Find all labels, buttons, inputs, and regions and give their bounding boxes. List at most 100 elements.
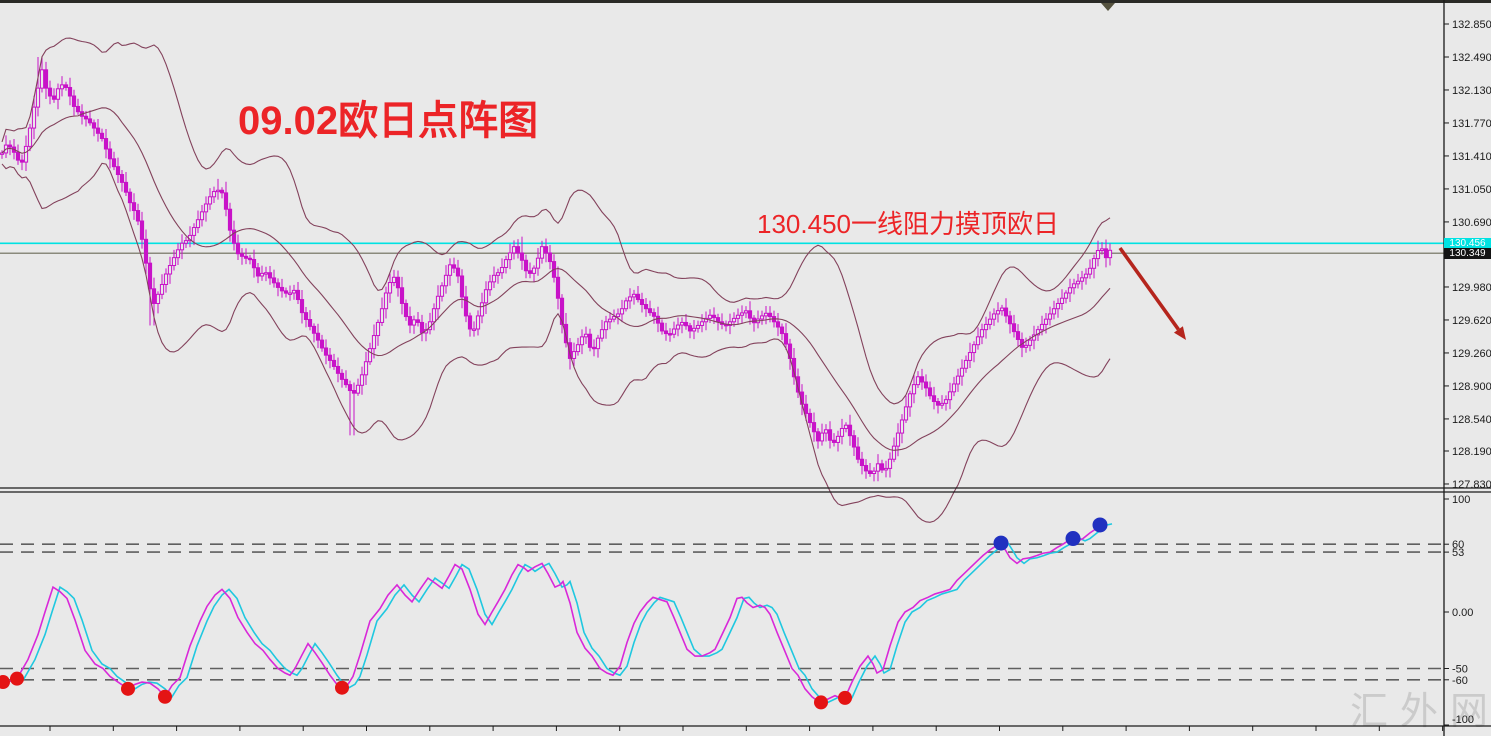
candle-body — [387, 282, 393, 294]
candle-body — [895, 432, 901, 447]
candle-body — [431, 308, 437, 323]
candle-body — [615, 313, 621, 318]
candle-body — [223, 192, 229, 210]
candle-body — [467, 315, 473, 330]
candle-body — [39, 69, 45, 89]
chart-title-annotation[interactable]: 09.02欧日点阵图 — [238, 99, 539, 143]
price-tick-label: 129.620 — [1452, 315, 1491, 327]
candle-body — [1083, 273, 1089, 279]
candle-body — [967, 352, 973, 361]
candle-body — [807, 412, 813, 424]
price-tick-label: 131.770 — [1452, 118, 1491, 130]
candle-body — [827, 429, 833, 441]
candle-body — [715, 317, 721, 323]
candle-body — [455, 267, 461, 277]
candle-body — [443, 274, 449, 287]
candle-body — [583, 333, 589, 338]
candle-body — [795, 376, 801, 393]
candle-body — [503, 259, 509, 268]
candle-body — [611, 316, 617, 320]
overbought-dot — [993, 535, 1009, 551]
candle-body — [707, 314, 713, 319]
candle-body — [859, 458, 865, 467]
candle-body — [227, 208, 233, 231]
candle-body — [15, 151, 21, 161]
candle-body — [163, 273, 169, 285]
candle-body — [607, 318, 613, 323]
candle-body — [759, 315, 765, 320]
candle-body — [939, 402, 945, 406]
candle-body — [599, 329, 605, 339]
candle-body — [635, 293, 641, 301]
candle-body — [775, 321, 781, 328]
candle-body — [403, 302, 409, 318]
candle-body — [307, 319, 313, 327]
candle-body — [275, 282, 281, 288]
oscillator-signal-line — [6, 523, 1113, 704]
price-tick-label: 131.050 — [1452, 184, 1491, 196]
indicator-axis-label: 100 — [1452, 494, 1470, 506]
candle-body — [199, 211, 205, 221]
candle-body — [483, 289, 489, 304]
oversold-dot — [158, 689, 172, 704]
indicator-axis-label: 0.00 — [1452, 607, 1473, 619]
candle-body — [203, 203, 209, 213]
candle-body — [1079, 277, 1085, 282]
candle-body — [1063, 292, 1069, 299]
price-tick-label: 131.410 — [1452, 151, 1491, 163]
candle-body — [671, 328, 677, 335]
candle-body — [779, 326, 785, 335]
candle-body — [579, 336, 585, 346]
candle-body — [219, 189, 225, 194]
candle-body — [67, 86, 73, 97]
price-tick-label: 128.190 — [1452, 446, 1491, 458]
candle-body — [183, 240, 189, 244]
candle-body — [991, 313, 997, 320]
candle-body — [1011, 323, 1017, 333]
candle-body — [999, 307, 1005, 312]
candle-body — [519, 252, 525, 261]
candle-body — [847, 424, 853, 437]
down-arrow-annotation[interactable] — [1118, 246, 1186, 340]
candle-body — [587, 333, 593, 348]
candle-body — [655, 315, 661, 324]
candle-body — [31, 106, 37, 129]
candle-body — [135, 210, 141, 222]
candle-body — [43, 69, 49, 89]
candle-body — [419, 321, 425, 334]
candle-body — [391, 276, 397, 284]
oversold-dot — [335, 680, 349, 695]
main-price-panel[interactable] — [0, 3, 1444, 523]
candle-body — [459, 275, 465, 298]
candle-body — [683, 321, 689, 327]
candle-body — [347, 384, 353, 392]
candle-body — [679, 321, 685, 326]
candle-body — [523, 259, 529, 272]
candle-body — [1035, 329, 1041, 336]
arrow-head-icon — [1173, 326, 1186, 340]
candle-body — [595, 337, 601, 350]
resistance-annotation[interactable]: 130.450一线阻力摸顶欧日 — [757, 209, 1059, 239]
candle-body — [1091, 258, 1097, 269]
candle-body — [71, 95, 77, 107]
candle-body — [803, 403, 809, 414]
candle-body — [303, 312, 309, 321]
candle-body — [575, 344, 581, 353]
candle-body — [883, 467, 889, 471]
candle-body — [363, 361, 369, 376]
candle-body — [1087, 267, 1093, 275]
candle-body — [871, 470, 877, 475]
candle-body — [891, 445, 897, 460]
candle-body — [543, 246, 549, 254]
candle-body — [867, 470, 873, 475]
candle-body — [167, 265, 173, 275]
candle-body — [439, 285, 445, 297]
candle-body — [1023, 344, 1029, 348]
candle-body — [703, 317, 709, 323]
candle-body — [511, 246, 517, 254]
indicator-axis-label: -50 — [1452, 664, 1468, 676]
oscillator-panel[interactable] — [0, 517, 1444, 710]
oversold-dot — [0, 675, 10, 690]
